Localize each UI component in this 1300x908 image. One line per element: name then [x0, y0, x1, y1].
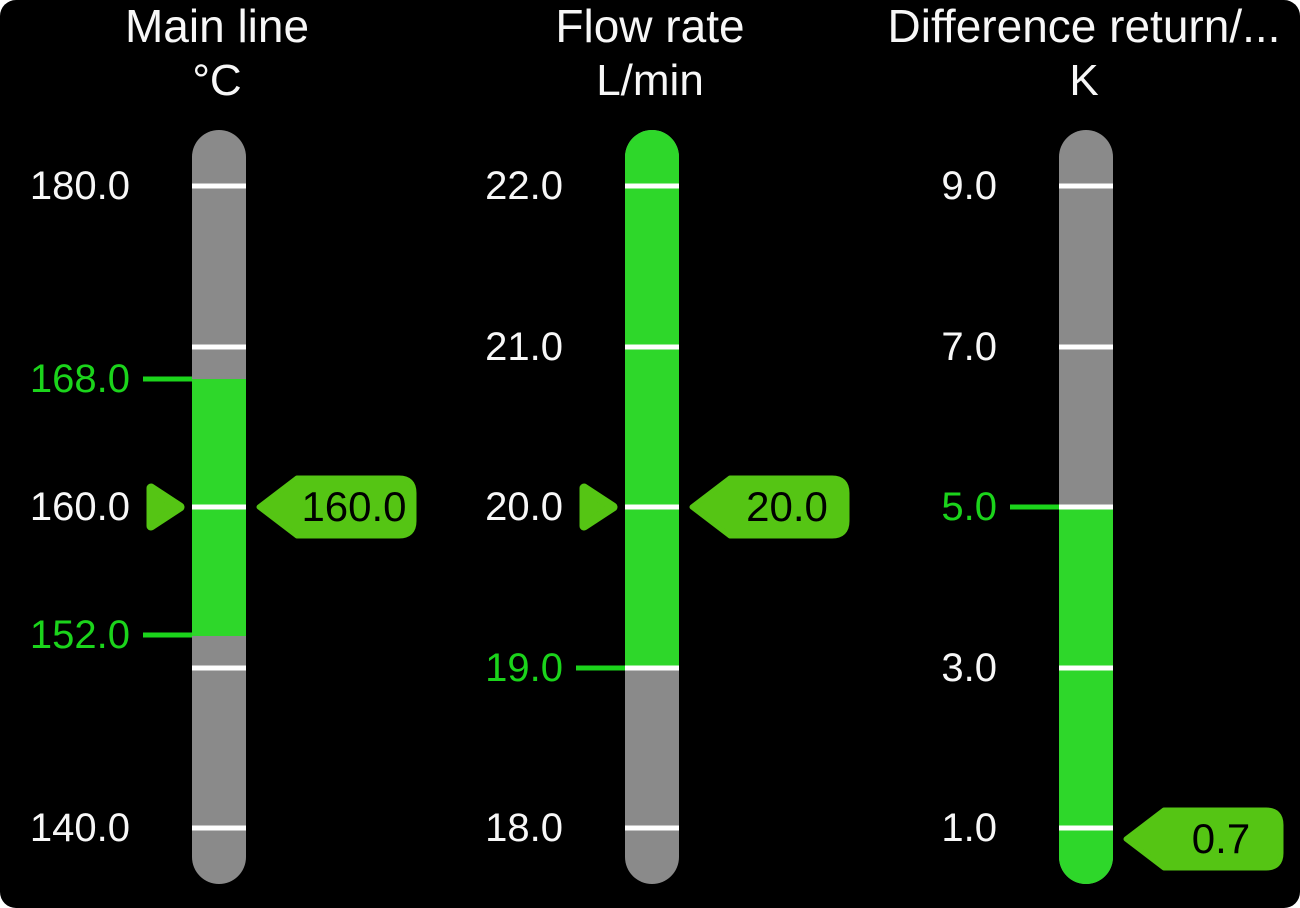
gauge-limit-label: 168.0 [29, 357, 130, 401]
gauge-difference-return: Difference return/... K 9.0 7.0 5.0 3.0 1.0 0.7 [867, 0, 1300, 908]
gauge-title: Main line [124, 0, 310, 52]
gauge-tick [625, 665, 679, 671]
gauge-tick [192, 825, 246, 831]
gauge-scale-label: 180.0 [29, 164, 130, 208]
gauge-title: Difference return/... [887, 0, 1281, 52]
gauge-scale-label: 160.0 [29, 485, 130, 529]
gauge-unit: K [1069, 56, 1099, 105]
gauge-scale-label: 3.0 [941, 646, 997, 690]
gauge-value: 0.7 [1191, 815, 1251, 862]
gauge-value-tag[interactable]: 0.7 [1121, 803, 1287, 875]
gauge-tick [192, 504, 246, 510]
gauge-title: Flow rate [555, 0, 745, 52]
gauge-scale-label: 20.0 [485, 485, 563, 529]
gauge-good-zone [625, 130, 679, 668]
gauge-value: 160.0 [301, 483, 407, 530]
gauge-value-tag[interactable]: 20.0 [687, 471, 853, 543]
gauge-tick [625, 504, 679, 510]
gauge-scale-label: 1.0 [941, 806, 997, 850]
gauge-tick [1059, 183, 1113, 189]
gauge-tick [1059, 825, 1113, 831]
gauge-scale-label: 18.0 [485, 806, 563, 850]
gauge-limit-label: 19.0 [485, 646, 563, 690]
gauge-track [192, 130, 246, 884]
gauge-tick [625, 825, 679, 831]
gauge-unit: °C [192, 56, 242, 105]
gauge-unit: L/min [596, 56, 704, 105]
gauge-limit-line [143, 376, 192, 382]
gauge-limit-line [576, 665, 625, 671]
gauge-main-line: Main line °C 180.0 168.0 160.0 152.0 140.0 160.… [0, 0, 434, 908]
gauge-track [1059, 130, 1113, 884]
gauge-tick [192, 665, 246, 671]
gauge-tick [192, 344, 246, 350]
gauge-tick [1059, 344, 1113, 350]
gauge-limit-line [143, 632, 192, 638]
gauge-scale-label: 9.0 [941, 164, 997, 208]
gauge-scale-label: 140.0 [29, 806, 130, 850]
gauge-good-zone [1059, 507, 1113, 884]
gauge-scale-label: 22.0 [485, 164, 563, 208]
gauge-tick [192, 183, 246, 189]
gauge-tick [625, 183, 679, 189]
gauge-scale-label: 21.0 [485, 325, 563, 369]
gauge-tick [625, 344, 679, 350]
gauge-scale-label: 7.0 [941, 325, 997, 369]
gauge-limit-label: 5.0 [941, 485, 997, 529]
gauge-limit-label: 152.0 [29, 613, 130, 657]
gauge-value-tag[interactable]: 160.0 [254, 471, 420, 543]
gauge-value: 20.0 [746, 483, 828, 530]
gauge-track [625, 130, 679, 884]
gauge-pointer-icon [146, 480, 186, 539]
gauge-flow-rate: Flow rate L/min 22.0 21.0 20.0 19.0 18.0 20.0 [433, 0, 867, 908]
gauge-tick [1059, 504, 1113, 510]
gauge-limit-line [1010, 504, 1059, 510]
gauge-tick [1059, 665, 1113, 671]
gauge-pointer-icon [579, 480, 619, 539]
